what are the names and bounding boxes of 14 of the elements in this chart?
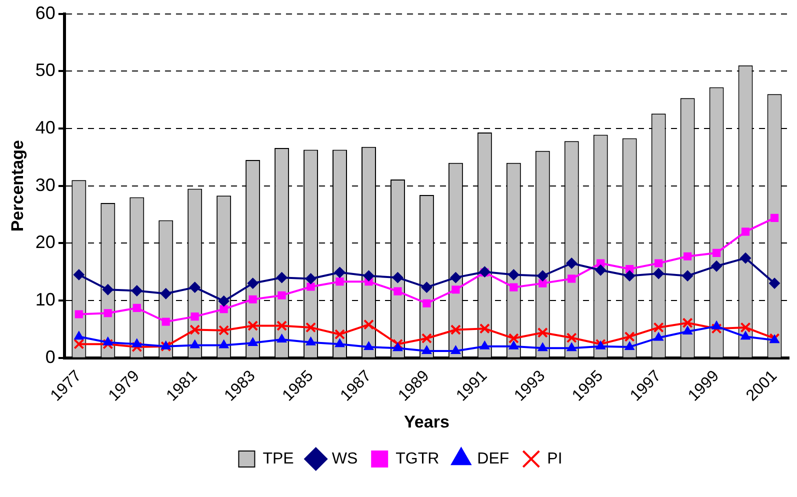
x-axis-title: Years: [404, 412, 450, 432]
y-tick-label: 30: [35, 174, 56, 195]
legend-label: WS: [332, 450, 358, 468]
legend-label: PI: [547, 450, 562, 468]
legend-label: TPE: [262, 450, 294, 468]
y-tick-label: 40: [35, 117, 56, 138]
y-axis-title: Percentage: [8, 140, 27, 232]
y-tick-label: 10: [35, 289, 56, 310]
legend-label: TGTR: [396, 450, 440, 468]
y-tick-label: 50: [35, 60, 56, 80]
y-tick-label: 60: [35, 2, 56, 23]
y-tick-label: 20: [35, 232, 56, 252]
legend-label: DEF: [477, 450, 510, 468]
y-tick-label: 0: [45, 346, 56, 367]
